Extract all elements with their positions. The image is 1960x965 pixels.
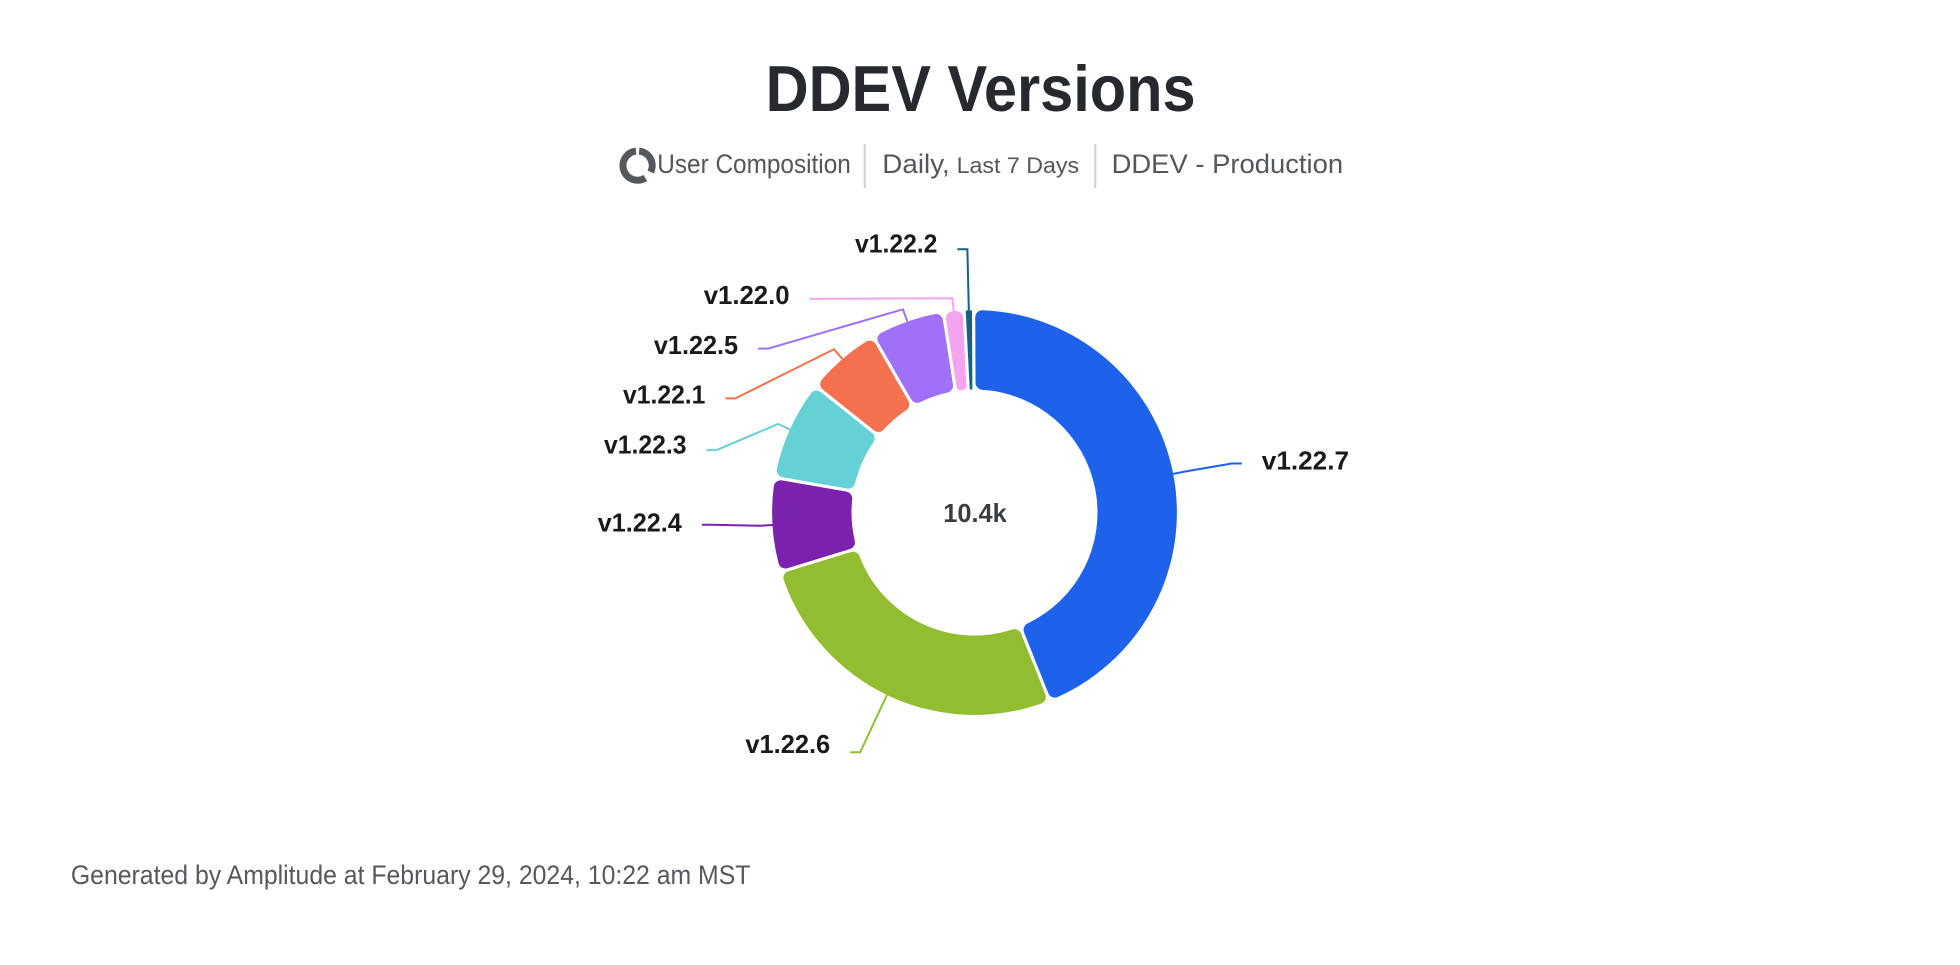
svg-text:v1.22.5: v1.22.5	[654, 330, 738, 360]
svg-text:v1.22.4: v1.22.4	[598, 507, 683, 537]
svg-text:v1.22.6: v1.22.6	[745, 729, 830, 759]
svg-text:User Composition: User Composition	[657, 149, 851, 179]
svg-text:Daily,: Daily,	[882, 149, 950, 179]
svg-text:v1.22.0: v1.22.0	[704, 280, 790, 310]
svg-text:DDEV - Production: DDEV - Production	[1112, 149, 1344, 179]
svg-text:10.4k: 10.4k	[943, 498, 1007, 528]
svg-text:Last 7 Days: Last 7 Days	[957, 153, 1080, 178]
svg-text:DDEV Versions: DDEV Versions	[766, 53, 1196, 125]
svg-text:v1.22.2: v1.22.2	[855, 228, 937, 258]
svg-text:v1.22.7: v1.22.7	[1262, 445, 1349, 475]
svg-text:Generated by Amplitude at Febr: Generated by Amplitude at February 29, 2…	[71, 860, 751, 890]
svg-text:v1.22.1: v1.22.1	[623, 380, 705, 410]
svg-text:v1.22.3: v1.22.3	[604, 430, 687, 460]
